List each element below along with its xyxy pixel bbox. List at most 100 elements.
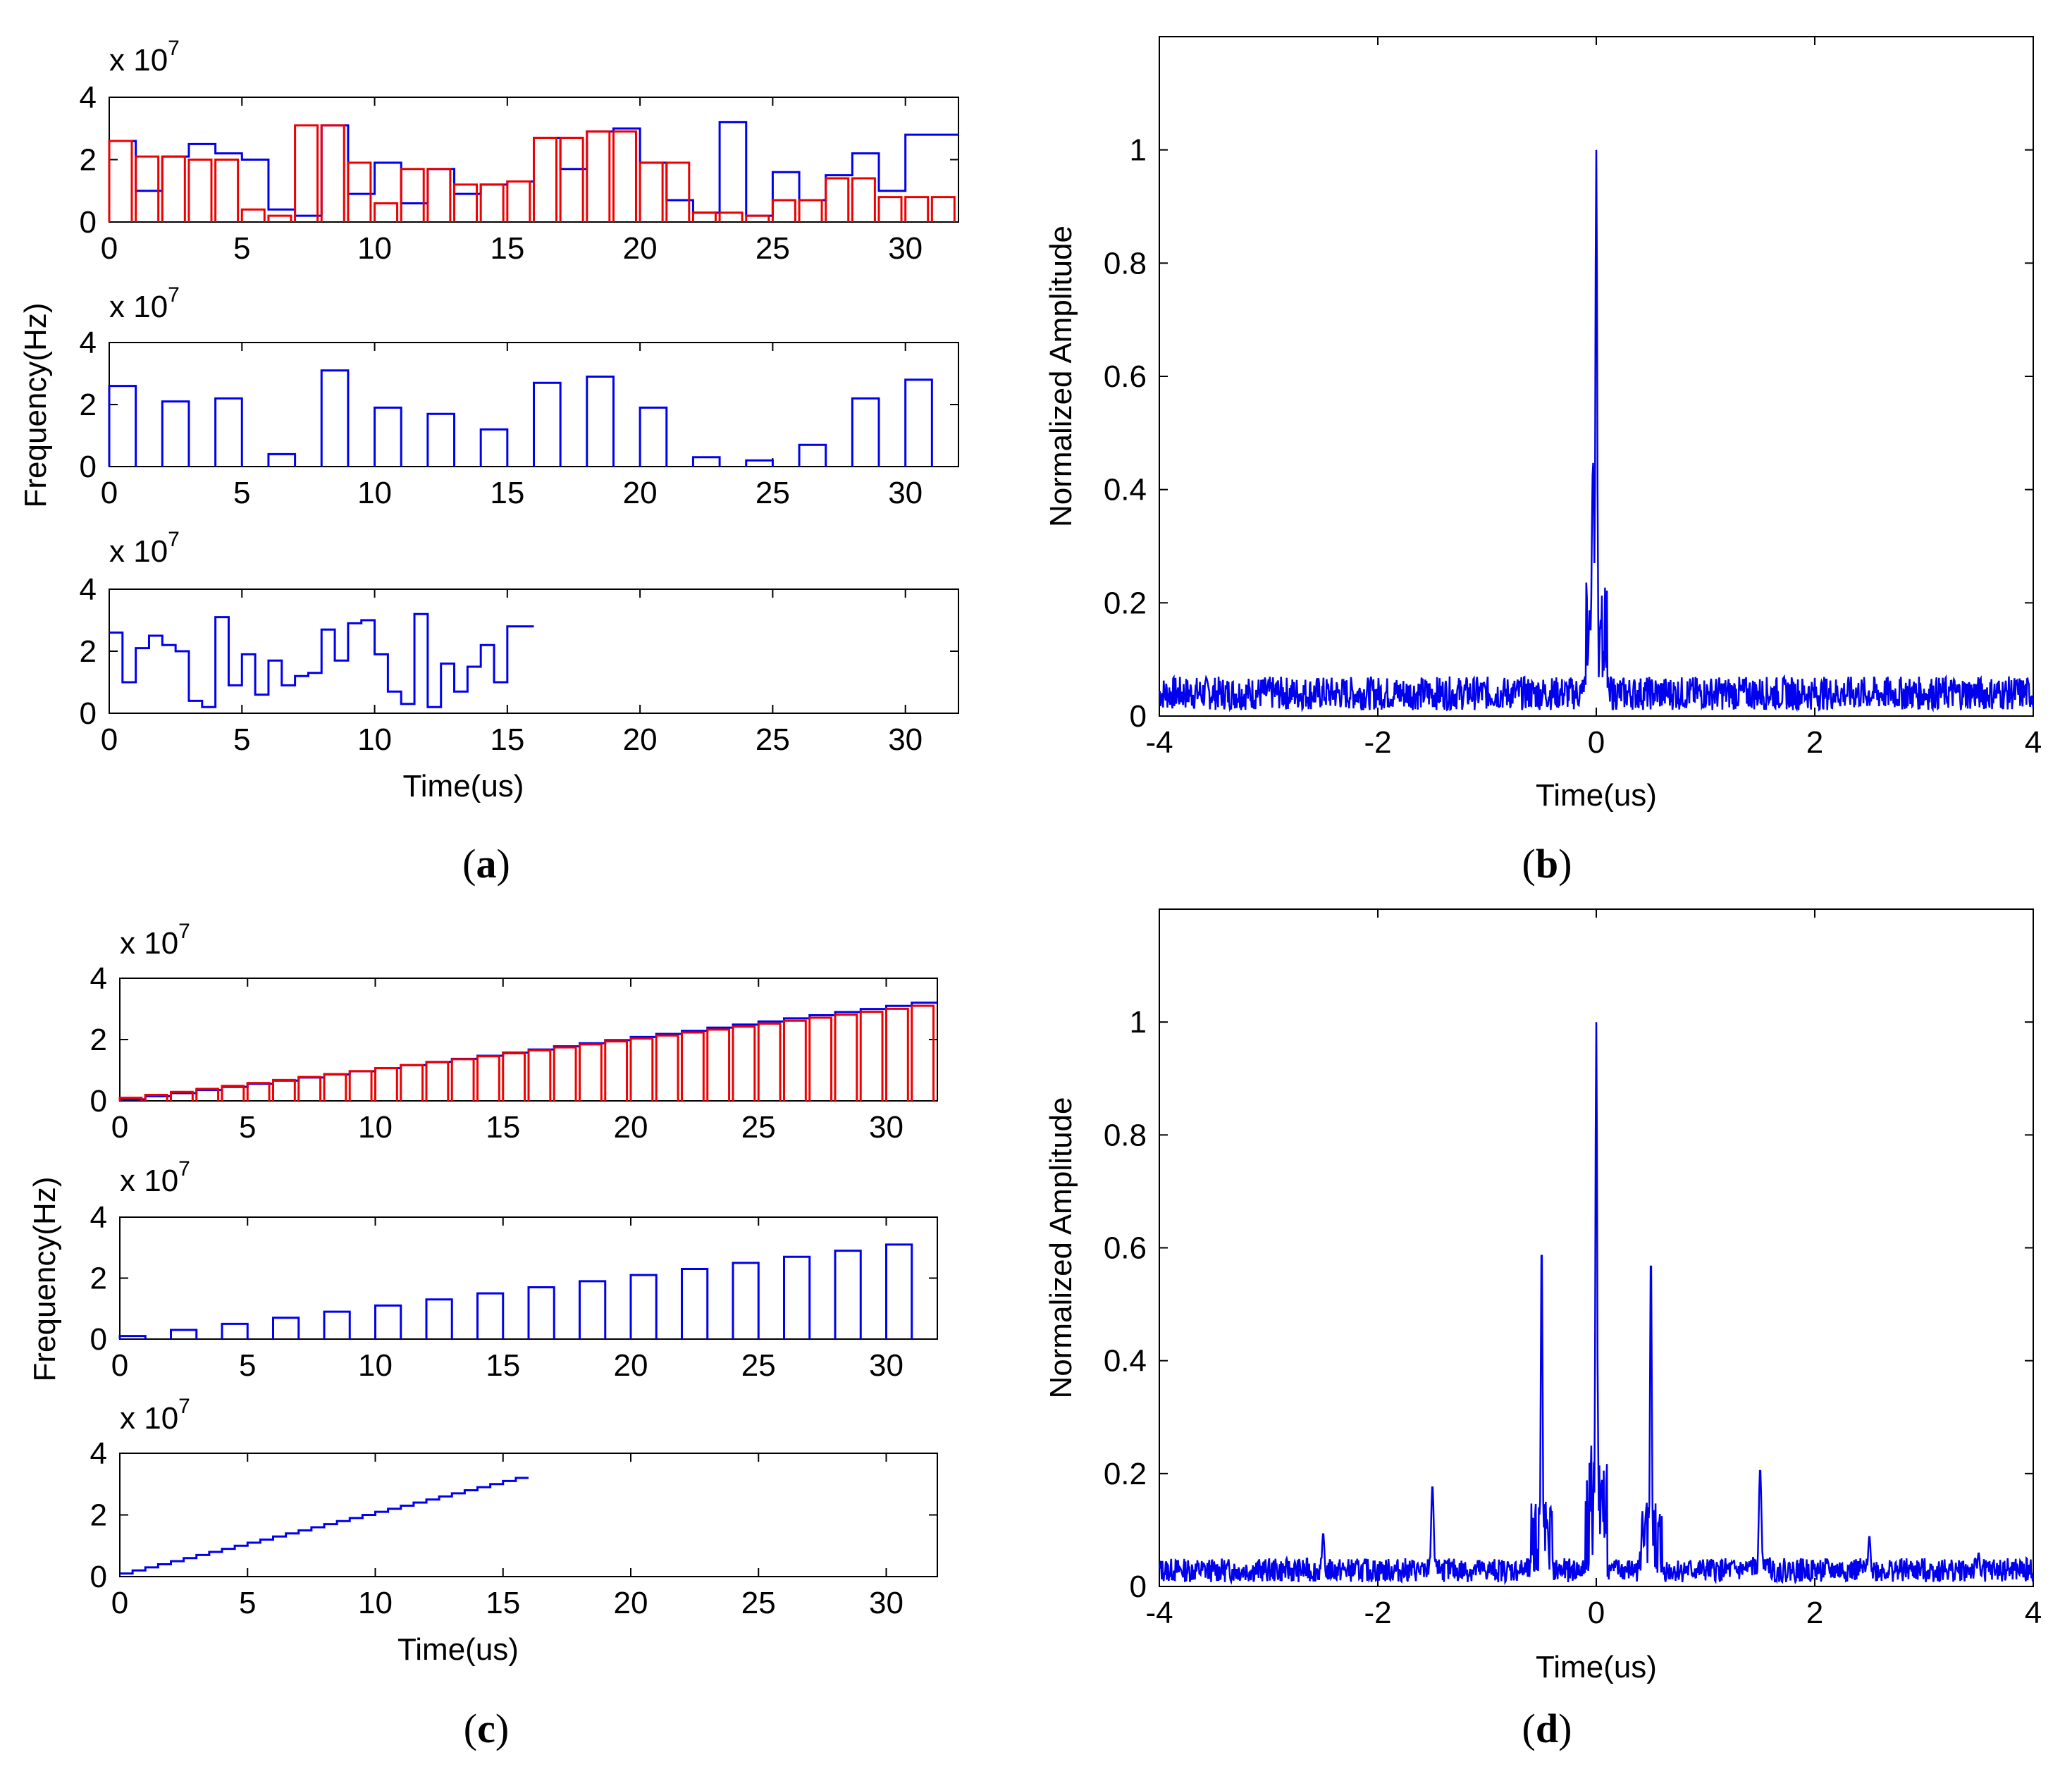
y-tick-label: 0.2 xyxy=(1104,1457,1147,1491)
caption-a: (a) xyxy=(462,841,510,887)
y-tick-label: 0 xyxy=(90,1084,107,1118)
x-tick-label: 5 xyxy=(233,231,250,266)
y-axis-label: Frequency(Hz) xyxy=(27,1177,62,1382)
series-line xyxy=(109,612,534,708)
exponent-base: x 10 xyxy=(109,534,168,569)
y-tick-label: 0 xyxy=(90,1560,107,1594)
x-tick-label: 20 xyxy=(614,1348,648,1383)
x-tick-label: 25 xyxy=(756,722,790,757)
y-axis-label: Frequency(Hz) xyxy=(18,303,53,508)
y-tick-label: 2 xyxy=(80,143,97,178)
y-tick-label: 0 xyxy=(1130,699,1147,734)
caption-open: ( xyxy=(464,1706,477,1751)
x-tick-label: 30 xyxy=(888,231,923,266)
x-tick-label: -4 xyxy=(1145,725,1173,760)
caption-c: (c) xyxy=(464,1706,509,1751)
y-tick-label: 2 xyxy=(90,1498,107,1533)
series-pulses xyxy=(118,1243,913,1339)
y-tick-label: 0.8 xyxy=(1104,1118,1147,1152)
panel-b: -4 -2 0 2 4 0 0.2 0.4 0.6 0.8 1 Normalized Amplitud… xyxy=(1044,36,2042,887)
exponent-label: x 107 xyxy=(120,920,190,961)
y-tick-label: 0 xyxy=(80,696,97,731)
x-tick-label: 25 xyxy=(741,1348,776,1383)
subplot-2: 0 5 10 15 20 25 30 0 2 4 x 107 xyxy=(90,1157,938,1383)
y-tick-label: 2 xyxy=(90,1023,107,1057)
x-tick-label: 30 xyxy=(888,722,923,757)
caption-letter: a xyxy=(476,841,497,887)
exponent-power: 7 xyxy=(178,920,190,943)
x-tick-label: 25 xyxy=(756,476,790,510)
exponent-label: x 107 xyxy=(120,1395,190,1436)
series-pulses xyxy=(118,1004,935,1101)
x-tick-label: 30 xyxy=(869,1348,904,1383)
x-tick-label: -2 xyxy=(1364,1596,1391,1630)
x-tick-label: 0 xyxy=(1588,1596,1605,1630)
x-axis-label: Time(us) xyxy=(1536,778,1657,813)
y-tick-label: 4 xyxy=(80,572,97,607)
exponent-power: 7 xyxy=(168,283,180,307)
subplot-1: 0 5 10 15 20 25 30 0 2 4 x 107 xyxy=(80,37,959,266)
x-tick-label: -2 xyxy=(1364,725,1391,760)
x-tick-label: 4 xyxy=(2025,1596,2042,1630)
x-tick-label: 10 xyxy=(358,1110,393,1145)
caption-letter: b xyxy=(1536,841,1558,887)
y-tick-label: 0 xyxy=(80,450,97,484)
x-tick-label: 0 xyxy=(111,1110,128,1145)
caption-b: (b) xyxy=(1522,841,1572,887)
exponent-label: x 107 xyxy=(109,37,180,78)
y-tick-label: 1 xyxy=(1130,1005,1147,1040)
caption-letter: c xyxy=(477,1706,495,1751)
y-tick-label: 0 xyxy=(80,205,97,240)
x-tick-label: 30 xyxy=(888,476,923,510)
panel-d: -4 -2 0 2 4 0 0.2 0.4 0.6 0.8 1 Normalized Amplitud… xyxy=(1044,908,2042,1751)
y-axis-label: Normalized Amplitude xyxy=(1044,1097,1078,1399)
x-tick-label: 20 xyxy=(623,476,658,510)
y-tick-label: 0.6 xyxy=(1104,1231,1147,1266)
x-tick-label: 0 xyxy=(1588,725,1605,760)
x-tick-label: 25 xyxy=(741,1110,776,1145)
x-tick-label: 15 xyxy=(486,1110,520,1145)
x-tick-label: 20 xyxy=(614,1110,648,1145)
x-tick-label: 30 xyxy=(869,1586,904,1620)
caption-d: (d) xyxy=(1522,1706,1572,1751)
x-tick-label: 30 xyxy=(869,1110,904,1145)
y-tick-label: 1 xyxy=(1130,133,1147,168)
x-tick-label: 5 xyxy=(239,1586,256,1620)
x-tick-label: 25 xyxy=(741,1586,776,1620)
exponent-base: x 10 xyxy=(109,290,168,324)
y-tick-label: 4 xyxy=(90,1436,107,1471)
x-tick-label: 5 xyxy=(233,722,250,757)
series-line xyxy=(1158,1022,2034,1586)
y-tick-label: 2 xyxy=(90,1262,107,1296)
x-tick-label: 10 xyxy=(358,1348,393,1383)
x-tick-label: 0 xyxy=(101,231,118,266)
subplot-3: 0 5 10 15 20 25 30 0 2 4 x 107 xyxy=(80,528,959,757)
x-tick-label: 5 xyxy=(233,476,250,510)
caption-close: ) xyxy=(1558,841,1572,887)
caption-close: ) xyxy=(1558,1706,1572,1751)
caption-close: ) xyxy=(497,841,510,887)
caption-open: ( xyxy=(462,841,476,887)
x-tick-label: 20 xyxy=(623,722,658,757)
subplot-2: 0 5 10 15 20 25 30 0 2 4 x 107 xyxy=(80,283,959,510)
caption-open: ( xyxy=(1522,1706,1536,1751)
x-tick-label: 0 xyxy=(101,476,118,510)
series-line xyxy=(1158,149,2035,713)
panel-c: 0 5 10 15 20 25 30 0 2 4 x 107 0 5 10 15 20 25 30 0 2 4 x 107… xyxy=(27,920,938,1751)
subplot-3: 0 5 10 15 20 25 30 0 2 4 x 107 xyxy=(90,1395,938,1620)
x-tick-label: 10 xyxy=(357,231,392,266)
x-tick-label: 2 xyxy=(1806,725,1823,760)
x-tick-label: 0 xyxy=(111,1348,128,1383)
y-tick-label: 2 xyxy=(80,634,97,669)
exponent-label: x 107 xyxy=(120,1157,190,1198)
caption-open: ( xyxy=(1522,841,1536,887)
subplot-1: 0 5 10 15 20 25 30 0 2 4 x 107 xyxy=(90,920,938,1145)
y-tick-label: 4 xyxy=(80,80,97,115)
series-pulses xyxy=(108,124,956,222)
series-line xyxy=(120,1477,529,1575)
x-tick-label: 5 xyxy=(239,1348,256,1383)
exponent-power: 7 xyxy=(168,37,180,60)
x-tick-label: 15 xyxy=(486,1348,520,1383)
y-tick-label: 4 xyxy=(90,1200,107,1235)
x-tick-label: -4 xyxy=(1145,1596,1173,1630)
